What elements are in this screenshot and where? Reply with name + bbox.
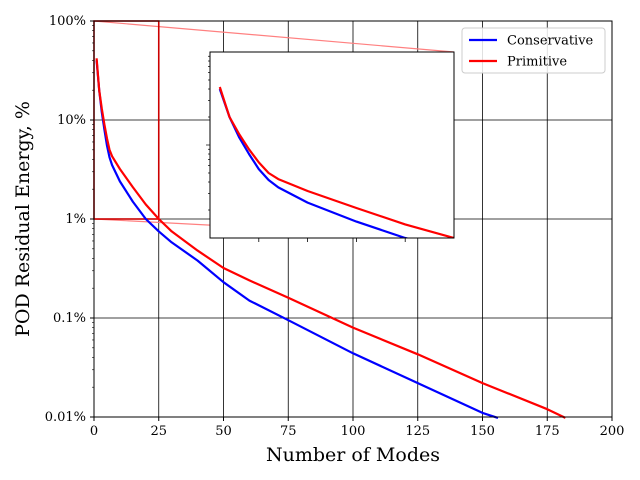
x-tick-label: 200 — [600, 424, 625, 439]
legend-box — [461, 27, 606, 74]
x-tick-label: 50 — [215, 424, 232, 439]
inset-line-primitive — [218, 86, 454, 238]
x-tick-label: 25 — [150, 424, 167, 439]
x-axis-ticks: 0 25 50 75 100 125 150 175 200 — [90, 417, 625, 439]
y-tick-label: 10% — [57, 113, 86, 128]
legend-label: Conservative — [507, 34, 594, 49]
inset-plot — [206, 51, 455, 242]
series-lines — [95, 58, 566, 419]
x-tick-label: 125 — [405, 424, 430, 439]
x-tick-label: 100 — [341, 424, 366, 439]
legend-label: Primitive — [507, 55, 567, 70]
y-axis-ticks: 0.01% 0.1% 1% 10% 100% — [45, 14, 94, 425]
inset-series — [218, 86, 454, 238]
inset-background — [210, 52, 454, 238]
x-tick-label: 75 — [280, 424, 297, 439]
series-line-primitive — [95, 58, 566, 419]
x-tick-label: 175 — [535, 424, 560, 439]
zoom-connector-top — [93, 20, 455, 53]
x-tick-label: 0 — [90, 424, 98, 439]
y-tick-label: 100% — [49, 14, 86, 29]
legend: Conservative Primitive — [461, 27, 606, 74]
y-tick-label: 0.1% — [53, 311, 86, 326]
y-tick-label: 0.01% — [45, 410, 86, 425]
x-axis-title: Number of Modes — [266, 444, 440, 466]
x-tick-label: 150 — [470, 424, 495, 439]
y-tick-label: 1% — [65, 212, 86, 227]
y-axis-title: POD Residual Energy, % — [12, 101, 34, 337]
